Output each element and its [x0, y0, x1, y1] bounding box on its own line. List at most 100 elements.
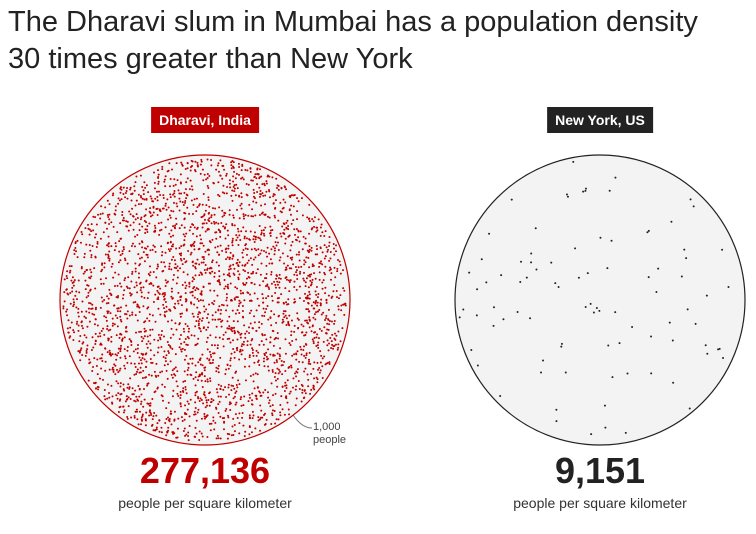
- dot: [119, 222, 122, 225]
- dot: [154, 374, 157, 377]
- dot: [148, 222, 151, 225]
- dot: [229, 364, 232, 367]
- dot: [182, 380, 185, 383]
- dot: [229, 282, 232, 285]
- dot: [204, 396, 207, 399]
- dot: [186, 408, 189, 411]
- dot: [135, 213, 138, 216]
- dot: [114, 314, 117, 317]
- dot: [96, 241, 99, 244]
- dot: [251, 179, 254, 182]
- dot: [304, 334, 307, 337]
- dot: [149, 271, 152, 274]
- dot: [111, 402, 114, 405]
- dot: [276, 283, 279, 286]
- dot: [66, 277, 69, 280]
- dot: [207, 212, 210, 215]
- dot: [232, 216, 235, 219]
- dot: [160, 254, 163, 257]
- dot: [254, 427, 257, 430]
- dot: [288, 267, 291, 270]
- dot: [197, 248, 200, 251]
- dot: [318, 271, 321, 274]
- dot: [237, 304, 240, 307]
- dot: [169, 240, 172, 243]
- dot: [210, 267, 213, 270]
- dot: [248, 365, 251, 368]
- dot: [303, 259, 306, 262]
- dot: [131, 242, 134, 245]
- dot: [205, 222, 208, 225]
- dot: [305, 319, 308, 322]
- dot: [308, 220, 311, 223]
- dot: [284, 237, 287, 240]
- dot: [180, 342, 183, 345]
- dot: [314, 277, 317, 280]
- dot: [78, 351, 81, 354]
- dot: [179, 296, 182, 299]
- dot: [315, 244, 318, 247]
- dot: [232, 397, 235, 400]
- dot: [268, 252, 271, 255]
- dot: [584, 189, 587, 192]
- dot: [284, 370, 287, 373]
- dot: [246, 291, 249, 294]
- dot: [160, 221, 163, 224]
- dot: [188, 282, 191, 285]
- dot: [225, 293, 228, 296]
- dot: [238, 194, 241, 197]
- dot: [322, 279, 325, 282]
- dot: [187, 439, 190, 442]
- dot: [180, 161, 183, 164]
- dot: [119, 306, 122, 309]
- dot: [236, 187, 239, 190]
- dot: [245, 253, 248, 256]
- dot: [335, 334, 338, 337]
- dot: [316, 248, 319, 251]
- dot: [168, 308, 171, 311]
- dot: [610, 239, 613, 242]
- dot: [187, 330, 190, 333]
- dot: [231, 159, 234, 162]
- dot: [134, 410, 137, 413]
- dot: [186, 325, 189, 328]
- dot: [154, 227, 157, 230]
- dot: [239, 336, 242, 339]
- dot: [311, 325, 314, 328]
- dot: [175, 328, 178, 331]
- dot: [186, 194, 189, 197]
- dot: [125, 220, 128, 223]
- dot: [692, 205, 695, 208]
- dot: [209, 272, 212, 275]
- dot: [250, 179, 253, 182]
- dot: [223, 279, 226, 282]
- dot: [225, 309, 228, 312]
- dot: [81, 233, 84, 236]
- dot: [119, 191, 122, 194]
- dot: [179, 390, 182, 393]
- dot: [132, 228, 135, 231]
- dot: [139, 289, 142, 292]
- dot: [215, 261, 218, 264]
- dot: [193, 410, 196, 413]
- dot: [163, 298, 166, 301]
- dot: [254, 235, 257, 238]
- dot: [215, 168, 218, 171]
- dot: [280, 211, 283, 214]
- dot: [289, 343, 292, 346]
- dot: [140, 416, 143, 419]
- dot: [233, 430, 236, 433]
- dot: [152, 415, 155, 418]
- dot: [255, 349, 258, 352]
- dot: [184, 188, 187, 191]
- dot: [213, 213, 216, 216]
- dot: [118, 199, 121, 202]
- dot: [301, 391, 304, 394]
- dot: [217, 367, 220, 370]
- dot: [193, 226, 196, 229]
- dot: [251, 351, 254, 354]
- dot: [265, 190, 268, 193]
- dot: [203, 305, 206, 308]
- dot: [313, 313, 316, 316]
- dot: [319, 234, 322, 237]
